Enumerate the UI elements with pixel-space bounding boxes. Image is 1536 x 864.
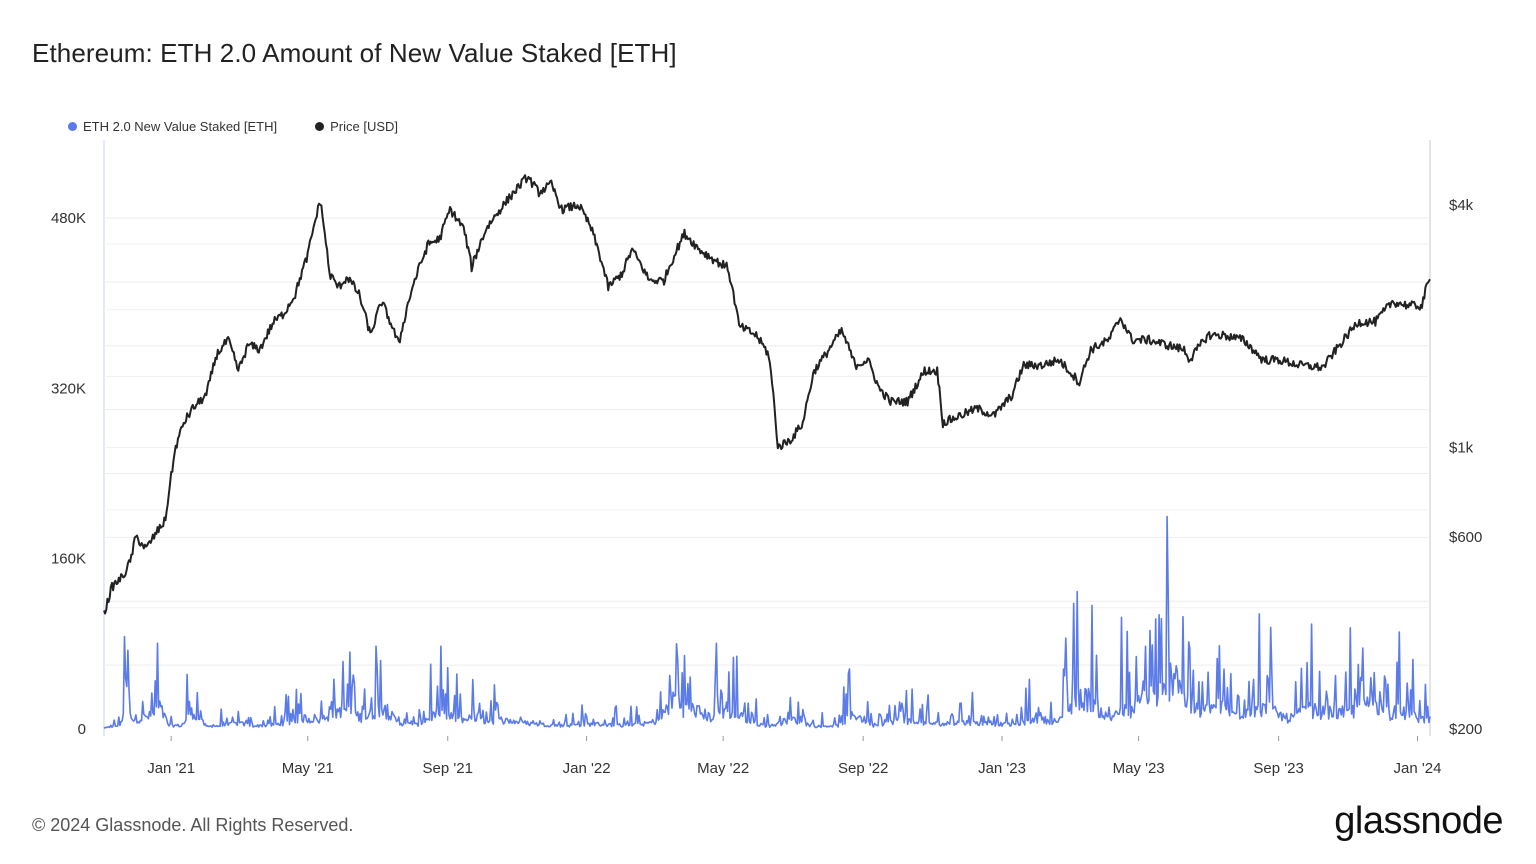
y-right-tick-label: $4k [1449, 197, 1474, 214]
x-tick-label: Jan '22 [563, 760, 611, 777]
series-staked-line [103, 515, 1431, 729]
x-tick-label: Sep '21 [423, 760, 473, 777]
y-left-tick-label: 320K [51, 380, 86, 397]
y-left-tick-label: 160K [51, 551, 86, 568]
legend-dot-price [315, 122, 325, 131]
x-tick-label: Jan '23 [978, 760, 1026, 777]
x-tick-label: May '22 [697, 760, 749, 777]
x-tick-label: May '21 [282, 760, 334, 777]
y-left-tick-label: 480K [51, 210, 86, 227]
glassnode-logo: glassnode [1334, 800, 1503, 842]
x-tick-label: Sep '22 [838, 760, 888, 777]
legend-label-price: Price [USD] [330, 119, 399, 134]
legend-item-price[interactable]: Price [USD] [315, 119, 398, 134]
y-left-tick-label: 0 [78, 721, 86, 738]
copyright: © 2024 Glassnode. All Rights Reserved. [32, 815, 354, 835]
legend-label-staked: ETH 2.0 New Value Staked [ETH] [83, 119, 278, 134]
y-right-tick-label: $1k [1449, 439, 1474, 456]
series-price-line [103, 174, 1431, 615]
x-tick-label: Sep '23 [1253, 760, 1303, 777]
x-tick-label: May '23 [1113, 760, 1165, 777]
y-right-tick-label: $200 [1449, 721, 1482, 738]
legend-item-staked[interactable]: ETH 2.0 New Value Staked [ETH] [68, 119, 277, 134]
legend-dot-staked [68, 122, 77, 131]
x-tick-label: Jan '21 [147, 760, 195, 777]
chart-title: Ethereum: ETH 2.0 Amount of New Value St… [32, 38, 677, 68]
x-tick-label: Jan '24 [1394, 760, 1442, 777]
y-right-tick-label: $600 [1449, 529, 1482, 546]
legend: ETH 2.0 New Value Staked [ETH] Price [US… [68, 119, 398, 134]
